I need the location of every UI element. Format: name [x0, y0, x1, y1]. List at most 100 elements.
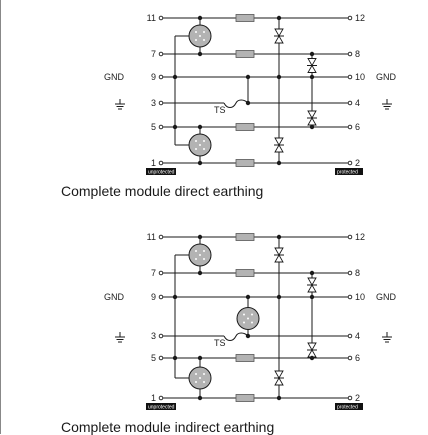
terminal-circle	[158, 234, 164, 240]
pin-label-right: 8	[355, 268, 360, 278]
gdt-electrode-dot	[195, 39, 197, 41]
gdt-electrode-dot	[247, 317, 249, 320]
terminal-circle	[347, 51, 353, 57]
resistor	[235, 354, 255, 362]
junction-dot	[197, 234, 203, 240]
ts-jumper	[223, 332, 249, 341]
junction-dot	[245, 74, 251, 80]
junction-dot	[309, 294, 315, 300]
junction-dot	[276, 395, 282, 401]
junction-dot	[309, 355, 315, 361]
tvs-diode	[307, 110, 317, 119]
junction-dot	[197, 160, 203, 166]
gdt-electrode-dot	[203, 381, 205, 383]
protected-tag: protected	[337, 169, 358, 175]
tvs-diode	[307, 342, 317, 351]
pin-label-left: 11	[147, 232, 156, 242]
tvs-diode	[274, 370, 284, 379]
gdt-electrode-dot	[203, 250, 205, 252]
junction-dot	[309, 74, 315, 80]
unprotected-tag-bg	[146, 168, 176, 175]
terminal-circle	[347, 355, 353, 361]
caption-indirect-earthing: Complete module indirect earthing	[61, 419, 275, 435]
gdt-electrode-dot	[199, 35, 201, 37]
tvs-diode	[307, 64, 317, 73]
ts-label: TS	[214, 338, 226, 348]
terminal-circle	[347, 270, 353, 276]
terminal-circle	[158, 395, 164, 401]
gnd-label-right: GND	[376, 292, 397, 302]
gnd-label-left: GND	[104, 292, 125, 302]
junction-dot	[309, 270, 315, 276]
pin-label-right: 10	[355, 72, 365, 82]
pin-label-left: 7	[151, 268, 156, 278]
tvs-diode	[274, 137, 284, 146]
resistor	[235, 159, 255, 167]
terminal-circle	[347, 124, 353, 130]
tvs-diode	[274, 35, 284, 44]
caption-direct-earthing: Complete module direct earthing	[61, 183, 264, 199]
pin-label-left: 5	[151, 353, 156, 363]
terminal-circle	[347, 100, 353, 106]
tvs-diode	[307, 284, 317, 293]
gdt-electrode-dot	[199, 144, 201, 146]
pin-label-right: 8	[355, 49, 360, 59]
tvs-diode	[307, 117, 317, 126]
resistor	[235, 269, 255, 277]
junction-dot	[245, 294, 251, 300]
pin-label-right: 2	[355, 393, 360, 403]
unprotected-tag: unprotected	[148, 404, 175, 410]
pin-label-right: 10	[355, 292, 365, 302]
junction-dot	[276, 234, 282, 240]
junction-dot	[197, 270, 203, 276]
terminal-circle	[347, 160, 353, 166]
gnd-label-right: GND	[376, 72, 397, 82]
junction-dot	[309, 124, 315, 130]
tvs-diode	[274, 28, 284, 37]
pin-label-left: 5	[151, 122, 156, 132]
gdt-electrode-dot	[203, 140, 205, 142]
tvs-diode	[274, 247, 284, 256]
pin-label-right: 12	[355, 232, 365, 242]
terminal-circle	[158, 294, 164, 300]
junction-dot	[197, 355, 203, 361]
pin-label-left: 3	[151, 98, 156, 108]
gdt-electrode-dot	[203, 148, 205, 150]
ts-jumper	[223, 99, 249, 108]
gdt-electrode-dot	[203, 258, 205, 260]
tvs-diode	[274, 377, 284, 386]
gdt-electrode-dot	[203, 39, 205, 41]
gdt-electrode-dot	[195, 373, 197, 375]
protected-tag: protected	[337, 404, 358, 410]
gdt-electrode-dot	[203, 31, 205, 33]
pin-label-left: 7	[151, 49, 156, 59]
unprotected-tag: unprotected	[148, 169, 175, 175]
junction-dot	[172, 355, 178, 361]
terminal-circle	[158, 160, 164, 166]
terminal-circle	[347, 74, 353, 80]
tvs-diode	[274, 144, 284, 153]
gdt-electrode-dot	[243, 313, 245, 316]
junction-dot	[197, 395, 203, 401]
gdt-electrode-dot	[251, 313, 253, 316]
junction-dot	[245, 333, 251, 339]
gdt-electrode-dot	[195, 258, 197, 260]
gdt-electrode-dot	[195, 31, 197, 33]
pin-label-left: 9	[151, 72, 156, 82]
gdt-electrode-dot	[199, 254, 201, 256]
junction-dot	[172, 124, 178, 130]
gdt-electrode-dot	[195, 250, 197, 252]
terminal-circle	[347, 395, 353, 401]
resistor	[235, 50, 255, 58]
junction-dot	[197, 124, 203, 130]
junction-dot	[197, 15, 203, 21]
terminal-circle	[158, 51, 164, 57]
resistor	[235, 233, 255, 241]
junction-dot	[197, 51, 203, 57]
junction-dot	[276, 160, 282, 166]
pin-label-right: 6	[355, 122, 360, 132]
junction-dot	[172, 294, 178, 300]
